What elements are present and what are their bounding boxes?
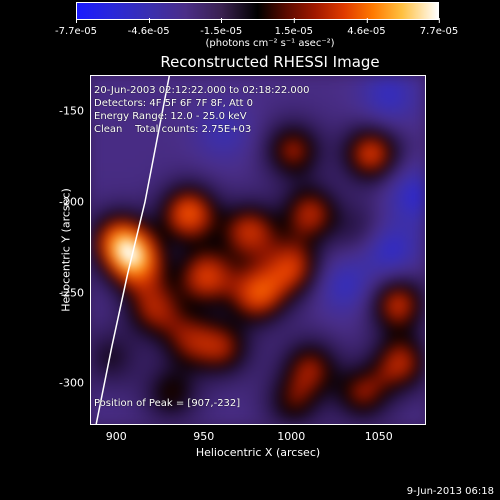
annotation-time: 20-Jun-2003 02:12:22.000 to 02:18:22.000 xyxy=(94,85,310,96)
y-tick-label: -150 xyxy=(59,104,84,118)
colorbar-units: (photons cm⁻² s⁻¹ asec⁻²) xyxy=(205,38,335,49)
colorbar-tick-label: 1.5e-05 xyxy=(274,18,313,37)
annotation-clean: Clean Total counts: 2.75E+03 xyxy=(94,124,252,135)
colorbar xyxy=(76,2,439,20)
solar-limb-curve xyxy=(95,76,171,424)
colorbar-tick-label: 4.6e-05 xyxy=(347,18,386,37)
colorbar-tick-label: -4.6e-05 xyxy=(127,18,170,37)
x-tick-label: 900 xyxy=(105,430,127,443)
y-axis-label: Heliocentric Y (arcsec) xyxy=(59,188,73,312)
colorbar-tick-label: -7.7e-05 xyxy=(55,18,97,37)
y-tick-label: -300 xyxy=(59,376,84,390)
annotation-detectors: Detectors: 4F 5F 6F 7F 8F, Att 0 xyxy=(94,98,254,109)
x-tick-label: 950 xyxy=(193,430,215,443)
annotation-peak: Position of Peak = [907,-232] xyxy=(94,398,241,409)
annotation-energy: Energy Range: 12.0 - 25.0 keV xyxy=(94,111,247,122)
footer-timestamp: 9-Jun-2013 06:18 xyxy=(406,486,494,497)
plot-overlay xyxy=(95,76,171,424)
y-tick-label: -250 xyxy=(59,286,84,300)
colorbar-tick-label: 7.7e-05 xyxy=(419,18,459,37)
heatmap-image xyxy=(91,76,425,424)
chart-title: Reconstructed RHESSI Image xyxy=(160,53,380,71)
colorbar-tick-label: -1.5e-05 xyxy=(200,18,243,37)
x-tick-label: 1000 xyxy=(277,430,306,443)
x-tick-label: 1050 xyxy=(364,430,393,443)
y-tick-label: -200 xyxy=(59,195,84,209)
plot-area xyxy=(90,75,426,425)
x-axis-label: Heliocentric X (arcsec) xyxy=(195,446,321,459)
